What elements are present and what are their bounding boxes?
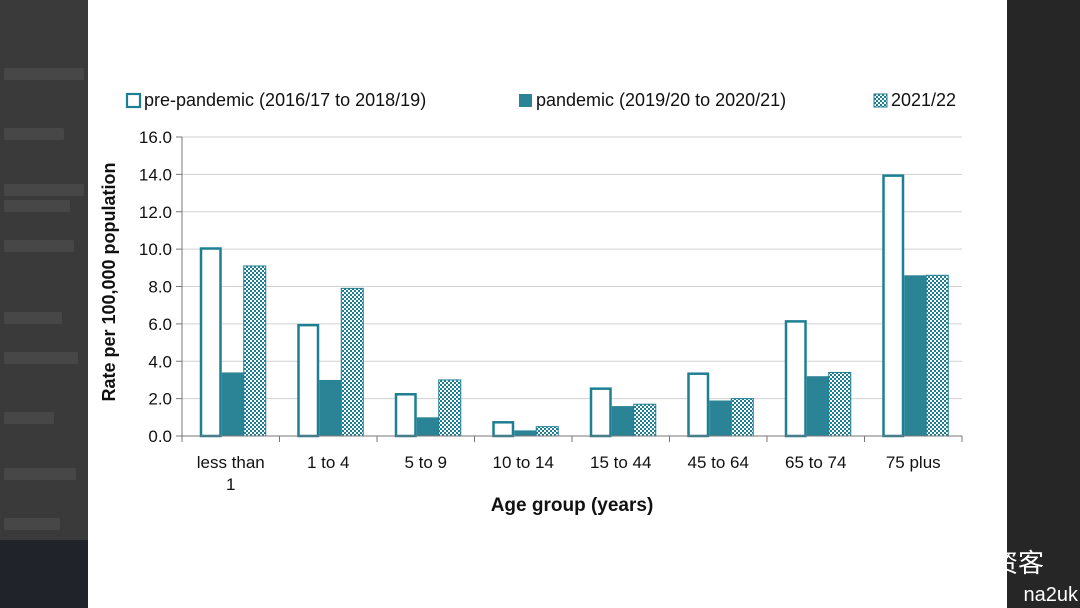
- bar-checkered: [438, 379, 462, 437]
- watermark-brand: 英伦投资客: [913, 548, 1044, 578]
- bar-solid: [319, 379, 342, 436]
- x-tick-label: 5 to 9: [404, 453, 447, 472]
- bar-hollow: [687, 372, 710, 438]
- legend-swatch-hollow: [125, 92, 142, 109]
- background-right-window: [1007, 0, 1080, 608]
- bar-checkered: [243, 265, 267, 437]
- bar-checkered: [340, 287, 364, 437]
- bar-checkered: [633, 403, 657, 437]
- y-tick-label: 0.0: [148, 427, 172, 446]
- x-tick-label: 45 to 64: [688, 453, 749, 472]
- y-axis-label: Rate per 100,000 population: [99, 162, 119, 401]
- bar-hollow: [394, 393, 417, 438]
- bar-solid: [514, 430, 537, 436]
- legend-label: 2021/22: [891, 90, 956, 110]
- bar-hollow: [297, 323, 320, 438]
- legend-label: pandemic (2019/20 to 2020/21): [536, 90, 786, 110]
- chat-bubbles-icon: [914, 545, 949, 571]
- bar-checkered: [535, 426, 559, 437]
- x-axis-label: Age group (years): [491, 495, 654, 516]
- chart-panel: [88, 0, 1007, 608]
- y-tick-label: 4.0: [148, 352, 172, 371]
- background-left-window: [0, 0, 88, 608]
- bar-solid: [806, 376, 829, 436]
- bar-hollow: [784, 320, 807, 438]
- bar-solid: [904, 275, 927, 436]
- bar-solid: [416, 417, 439, 436]
- bar-solid: [611, 406, 634, 436]
- x-tick-label: 75 plus: [886, 453, 941, 472]
- bar-hollow: [492, 421, 515, 438]
- y-tick-label: 12.0: [139, 203, 172, 222]
- bar-checkered: [828, 371, 852, 437]
- y-tick-label: 16.0: [139, 128, 172, 147]
- bar-hollow: [199, 247, 222, 438]
- x-tick-label: 65 to 74: [785, 453, 846, 472]
- bar-hollow: [882, 174, 905, 438]
- x-tick-label: 10 to 14: [493, 453, 554, 472]
- bar-checkered: [730, 398, 754, 437]
- legend-label: pre-pandemic (2016/17 to 2018/19): [144, 90, 426, 110]
- y-tick-label: 10.0: [139, 240, 172, 259]
- bar-solid: [221, 372, 244, 436]
- watermark-handle: na2uk: [1023, 584, 1079, 606]
- y-tick-label: 14.0: [139, 165, 172, 184]
- y-tick-label: 2.0: [148, 390, 172, 409]
- bar-solid: [709, 400, 732, 436]
- bar-checkered: [925, 274, 949, 437]
- y-tick-label: 6.0: [148, 315, 172, 334]
- legend-swatch-checkered: [873, 93, 888, 108]
- x-tick-label: 1 to 4: [307, 453, 350, 472]
- watermark: 英伦投资客: [914, 543, 1044, 580]
- legend-swatch-solid: [519, 94, 532, 107]
- bar-hollow: [589, 387, 612, 438]
- y-tick-label: 8.0: [148, 278, 172, 297]
- x-tick-label: less than 1: [197, 453, 265, 494]
- x-tick-label: 15 to 44: [590, 453, 651, 472]
